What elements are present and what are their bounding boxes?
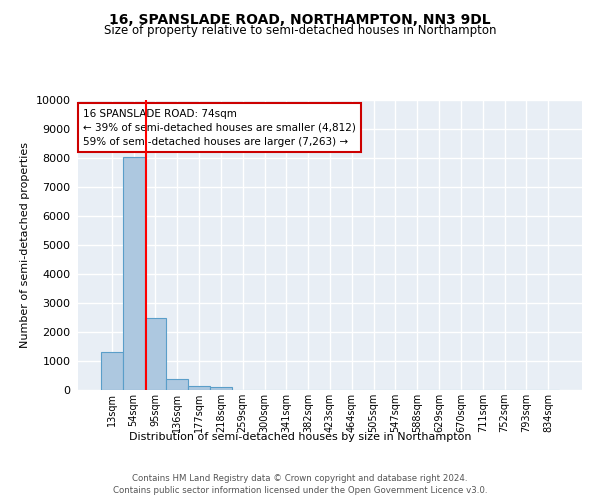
Text: 16, SPANSLADE ROAD, NORTHAMPTON, NN3 9DL: 16, SPANSLADE ROAD, NORTHAMPTON, NN3 9DL [109, 12, 491, 26]
Bar [166, 379, 188, 390]
Bar [101, 352, 123, 390]
Text: Size of property relative to semi-detached houses in Northampton: Size of property relative to semi-detach… [104, 24, 496, 37]
Bar [123, 156, 145, 390]
Text: Contains public sector information licensed under the Open Government Licence v3: Contains public sector information licen… [113, 486, 487, 495]
Text: Contains HM Land Registry data © Crown copyright and database right 2024.: Contains HM Land Registry data © Crown c… [132, 474, 468, 483]
Text: 16 SPANSLADE ROAD: 74sqm
← 39% of semi-detached houses are smaller (4,812)
59% o: 16 SPANSLADE ROAD: 74sqm ← 39% of semi-d… [83, 108, 356, 146]
Bar [210, 387, 232, 390]
Y-axis label: Number of semi-detached properties: Number of semi-detached properties [20, 142, 30, 348]
Bar [188, 386, 210, 390]
Text: Distribution of semi-detached houses by size in Northampton: Distribution of semi-detached houses by … [129, 432, 471, 442]
Bar [145, 318, 166, 390]
